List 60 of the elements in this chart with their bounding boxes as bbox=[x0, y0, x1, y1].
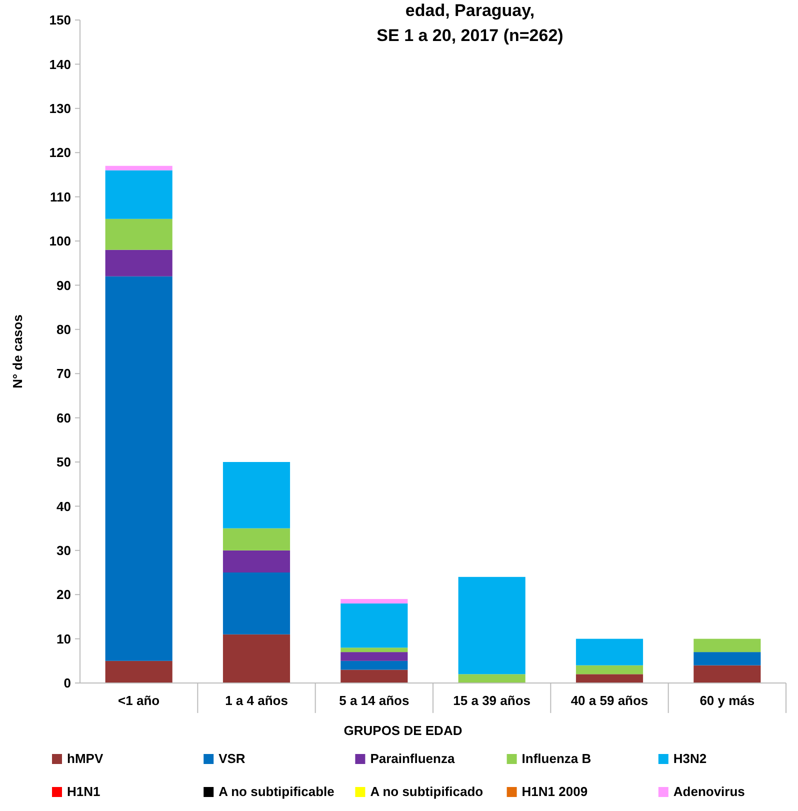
bar bbox=[458, 674, 526, 683]
legend-label: VSR bbox=[218, 751, 246, 766]
y-tick-label: 120 bbox=[49, 145, 71, 160]
legend-label: H3N2 bbox=[673, 751, 707, 766]
legend-label: A no subtipificable bbox=[218, 784, 334, 799]
x-tick-label: 1 a 4 años bbox=[225, 693, 288, 708]
bar bbox=[340, 660, 408, 670]
legend-label: Adenovirus bbox=[673, 784, 745, 799]
x-tick-label: 60 y más bbox=[700, 693, 755, 708]
y-tick-label: 100 bbox=[49, 234, 71, 249]
y-tick-label: 110 bbox=[50, 189, 71, 204]
legend-label: H1N1 2009 bbox=[522, 784, 588, 799]
bar bbox=[222, 462, 290, 528]
bar bbox=[340, 599, 408, 604]
bar bbox=[105, 276, 172, 661]
y-tick-label: 20 bbox=[56, 587, 71, 602]
legend-label: A no subtipificado bbox=[370, 784, 484, 799]
bar bbox=[222, 572, 290, 634]
bar bbox=[340, 648, 408, 652]
y-tick-label: 150 bbox=[49, 12, 71, 28]
y-tick-label: 60 bbox=[56, 410, 71, 426]
legend-label: Parainfluenza bbox=[370, 751, 456, 766]
y-tick-label: 50 bbox=[56, 454, 71, 470]
bar bbox=[694, 665, 761, 683]
y-tick-label: 0 bbox=[64, 676, 71, 691]
bar bbox=[694, 652, 761, 666]
bar bbox=[340, 670, 408, 683]
legend-label: H1N1 bbox=[67, 784, 100, 799]
y-axis-title: N° de casos bbox=[10, 314, 25, 388]
bar bbox=[105, 166, 172, 170]
bar bbox=[340, 603, 408, 648]
bar bbox=[222, 550, 290, 572]
bar bbox=[576, 638, 644, 666]
bar bbox=[105, 218, 172, 250]
x-tick-label: 40 a 59 años bbox=[570, 693, 648, 708]
x-tick-label: 15 a 39 años bbox=[453, 693, 530, 708]
chart-title: edad, Paraguay, SE 1 a 20, 2017 (n=262) bbox=[376, 1, 564, 45]
y-tick-label: 40 bbox=[56, 498, 71, 514]
bar bbox=[105, 170, 172, 219]
y-tick-label: 140 bbox=[49, 56, 71, 72]
bar bbox=[105, 250, 172, 276]
y-tick-label: 30 bbox=[56, 542, 71, 558]
bar bbox=[576, 674, 644, 683]
legend-label: hMPV bbox=[67, 751, 104, 766]
bar bbox=[222, 634, 290, 683]
y-tick-label: 130 bbox=[49, 100, 71, 116]
bar bbox=[458, 576, 526, 674]
y-tick-label: 80 bbox=[56, 322, 71, 337]
bar bbox=[222, 528, 290, 550]
x-axis-title: GRUPOS DE EDAD bbox=[344, 723, 462, 738]
legend-label: Influenza B bbox=[522, 751, 592, 766]
y-tick-label: 10 bbox=[56, 631, 71, 646]
bar bbox=[694, 638, 761, 652]
bar bbox=[576, 665, 644, 674]
x-tick-label: 5 a 14 años bbox=[339, 693, 410, 708]
y-tick-label: 90 bbox=[56, 278, 71, 293]
y-tick-label: 70 bbox=[56, 366, 71, 382]
x-tick-label: <1 año bbox=[118, 693, 160, 708]
bar bbox=[340, 652, 408, 661]
bar bbox=[105, 660, 172, 683]
